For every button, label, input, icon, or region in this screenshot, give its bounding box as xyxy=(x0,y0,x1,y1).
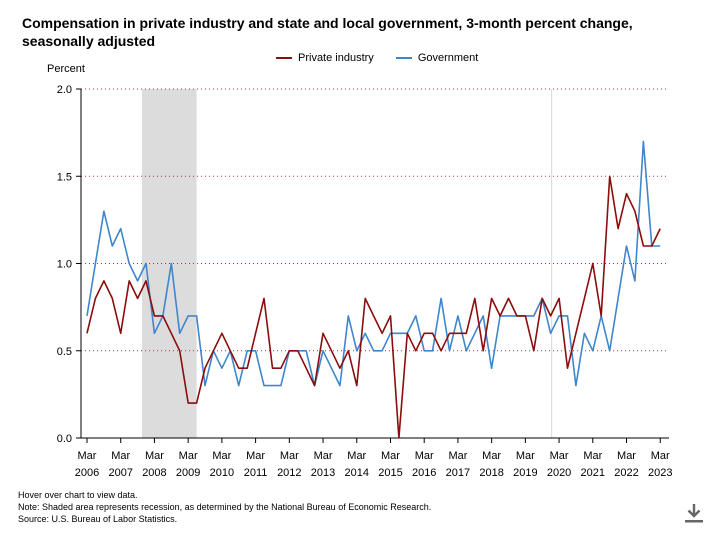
x-tick-label-month: Mar xyxy=(246,450,265,462)
legend: Private industry Government xyxy=(276,52,478,64)
x-tick-label-year: 2012 xyxy=(277,467,301,479)
x-tick-label-year: 2020 xyxy=(547,467,571,479)
x-tick-label-year: 2015 xyxy=(378,467,402,479)
x-tick-label-year: 2011 xyxy=(244,467,268,479)
x-tick-label-year: 2018 xyxy=(479,467,503,479)
chart-title-line-2: seasonally adjusted xyxy=(22,33,156,49)
x-tick-label-month: Mar xyxy=(550,450,569,462)
x-tick-label-month: Mar xyxy=(448,450,467,462)
legend-item-government[interactable]: Government xyxy=(395,52,479,64)
legend-label-government: Government xyxy=(417,52,479,64)
x-tick-label-year: 2017 xyxy=(446,467,470,479)
x-tick-label-year: 2009 xyxy=(176,467,200,479)
legend-label-private: Private industry xyxy=(298,52,374,64)
x-tick-label-month: Mar xyxy=(280,450,299,462)
x-tick-label-month: Mar xyxy=(617,450,636,462)
x-tick-label-month: Mar xyxy=(78,450,97,462)
legend-swatch-government xyxy=(395,57,412,59)
x-tick-label-month: Mar xyxy=(212,450,231,462)
x-tick-label-month: Mar xyxy=(381,450,400,462)
chart-title-line-1: Compensation in private industry and sta… xyxy=(22,15,633,31)
x-tick-label-month: Mar xyxy=(583,450,602,462)
x-tick-label-year: 2019 xyxy=(513,467,537,479)
x-tick-label-month: Mar xyxy=(179,450,198,462)
y-tick-label: 2.0 xyxy=(57,84,72,96)
x-tick-label-month: Mar xyxy=(111,450,130,462)
legend-item-private[interactable]: Private industry xyxy=(276,52,374,64)
x-tick-label-year: 2023 xyxy=(648,467,672,479)
x-tick-label-year: 2007 xyxy=(108,467,132,479)
source-note: Source: U.S. Bureau of Labor Statistics. xyxy=(18,514,178,524)
hover-note: Hover over chart to view data. xyxy=(18,490,138,500)
x-tick-label-month: Mar xyxy=(516,450,535,462)
x-tick-label-year: 2013 xyxy=(311,467,335,479)
y-tick-label: 1.0 xyxy=(57,259,72,271)
x-tick-label-year: 2021 xyxy=(581,467,605,479)
x-tick-label-year: 2008 xyxy=(142,467,166,479)
x-tick-label-year: 2006 xyxy=(75,467,99,479)
series-line-private-industry[interactable] xyxy=(86,175,661,439)
recession-note: Note: Shaded area represents recession, … xyxy=(18,502,432,512)
chart-notes: Hover over chart to view data. Note: Sha… xyxy=(18,489,431,525)
x-tick-label-month: Mar xyxy=(314,450,333,462)
x-tick-label-year: 2022 xyxy=(614,467,638,479)
y-tick-label: 0.0 xyxy=(57,433,72,445)
legend-swatch-private xyxy=(276,57,292,59)
series-line-government[interactable] xyxy=(86,140,661,387)
y-tick-label: 0.5 xyxy=(57,346,72,358)
x-tick-label-year: 2016 xyxy=(412,467,436,479)
y-tick-label: 1.5 xyxy=(57,171,72,183)
x-tick-label-month: Mar xyxy=(347,450,366,462)
download-icon[interactable] xyxy=(684,502,704,524)
chart-title: Compensation in private industry and sta… xyxy=(22,14,702,50)
x-tick-label-month: Mar xyxy=(482,450,501,462)
x-tick-label-month: Mar xyxy=(145,450,164,462)
x-tick-label-month: Mar xyxy=(415,450,434,462)
x-tick-label-year: 2010 xyxy=(210,467,234,479)
x-tick-label-year: 2014 xyxy=(345,467,369,479)
x-tick-label-month: Mar xyxy=(651,450,670,462)
y-axis-label: Percent xyxy=(47,63,85,75)
